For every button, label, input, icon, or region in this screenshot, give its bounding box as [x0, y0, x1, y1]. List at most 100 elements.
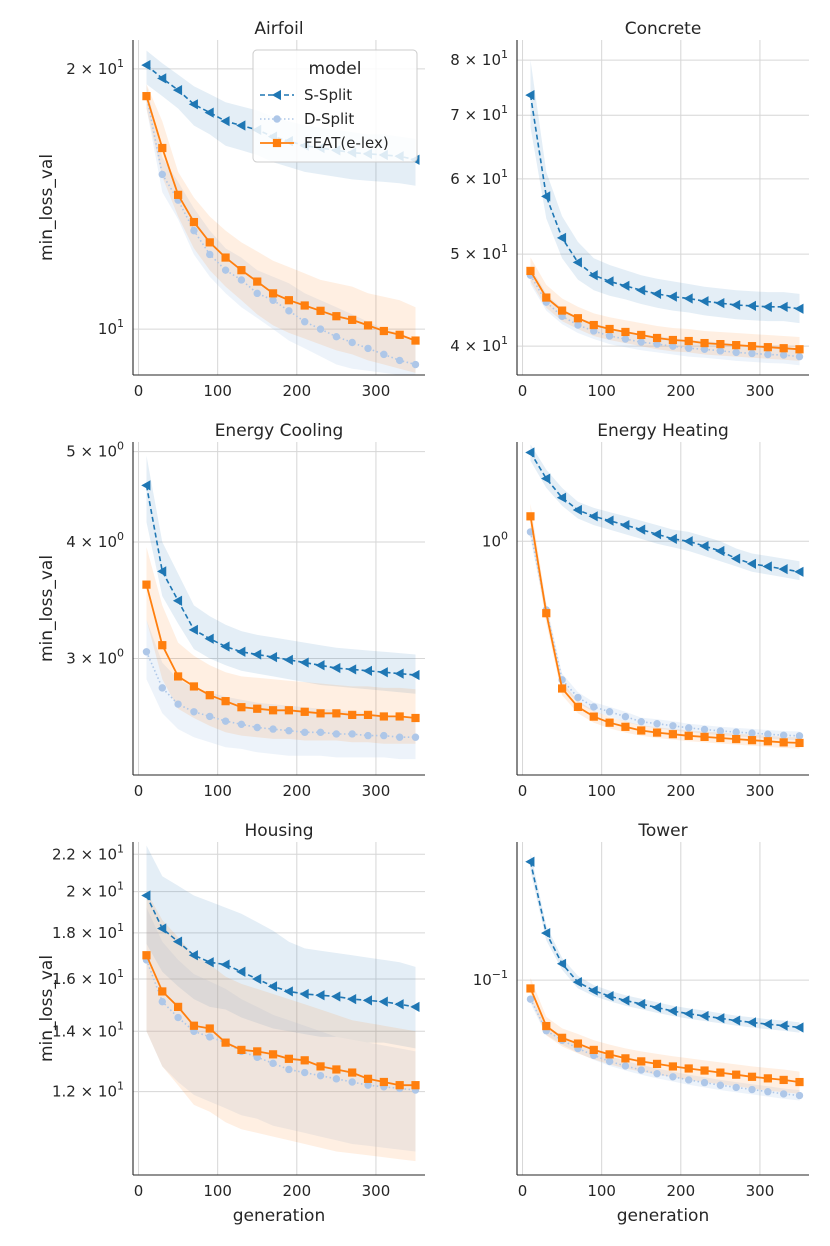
data-point: [605, 708, 614, 716]
data-point: [683, 1008, 693, 1019]
data-point: [221, 717, 230, 725]
data-point: [220, 959, 230, 970]
data-point: [221, 697, 230, 706]
data-point: [363, 1074, 373, 1083]
data-point: [652, 1059, 662, 1068]
x-tick-label: 300: [746, 782, 775, 800]
band-feat-e-lex-: [146, 84, 416, 373]
data-point: [142, 648, 151, 656]
data-point: [526, 266, 535, 276]
series-feat-e-lex-: [526, 512, 804, 748]
data-point: [395, 1081, 404, 1090]
data-point: [285, 307, 293, 315]
data-point: [746, 1017, 757, 1028]
x-tick-label: 0: [134, 382, 144, 400]
data-point: [652, 333, 662, 343]
data-point: [748, 349, 756, 358]
data-point: [253, 723, 261, 732]
x-tick-label: 200: [282, 382, 311, 400]
data-point: [685, 724, 693, 732]
series-line: [145, 95, 416, 366]
data-point: [716, 727, 725, 735]
data-point: [526, 995, 535, 1003]
data-point: [716, 347, 725, 355]
data-point: [621, 712, 630, 721]
data-point: [142, 92, 151, 101]
data-point: [301, 1068, 309, 1077]
data-point: [300, 1056, 309, 1065]
data-point: [220, 116, 230, 127]
data-point: [395, 733, 404, 741]
data-point: [795, 345, 804, 354]
data-point: [794, 566, 804, 577]
data-point: [284, 296, 293, 305]
data-point: [316, 325, 325, 333]
data-point: [348, 338, 356, 347]
data-point: [763, 737, 772, 746]
data-point: [253, 704, 262, 713]
legend-marker: [271, 89, 281, 101]
data-point: [205, 691, 214, 700]
data-point: [620, 995, 630, 1006]
data-point: [747, 736, 757, 745]
x-tick-label: 300: [362, 382, 391, 400]
y-tick-label: 2 × 101: [66, 57, 124, 78]
data-point: [316, 709, 325, 718]
data-point: [715, 545, 725, 557]
data-point: [764, 1088, 772, 1096]
data-point: [621, 1062, 630, 1070]
x-tick-label: 0: [518, 782, 528, 800]
gridlines: [517, 40, 809, 375]
data-point: [588, 985, 598, 996]
series-s-split: [525, 447, 804, 577]
data-point: [541, 191, 551, 202]
data-point: [748, 729, 756, 737]
data-point: [699, 296, 709, 307]
data-point: [637, 330, 646, 340]
y-tick-label: 1.2 × 101: [52, 1080, 124, 1101]
data-point: [605, 324, 614, 334]
data-point: [284, 706, 293, 715]
data-point: [332, 333, 341, 341]
data-point: [284, 1054, 293, 1063]
x-tick-label: 200: [282, 1182, 311, 1200]
data-point: [573, 1039, 583, 1048]
panel-title: Airfoil: [254, 19, 303, 39]
band-d-split: [146, 619, 416, 760]
band-s-split: [146, 845, 416, 1049]
data-point: [348, 315, 357, 324]
panel-title: Energy Cooling: [215, 421, 344, 441]
data-point: [572, 257, 582, 268]
data-point: [764, 730, 772, 738]
series-feat-e-lex-: [142, 580, 420, 723]
data-point: [188, 950, 198, 961]
data-point: [346, 993, 357, 1005]
data-point: [732, 1083, 740, 1092]
data-point: [206, 712, 214, 721]
data-point: [253, 1047, 262, 1056]
panel-housing: 0 100 200 300 2.2 × 101 2 × 101 1.8 × 101 1.6 ×…: [37, 821, 425, 1226]
data-point: [378, 667, 388, 678]
data-point: [699, 1010, 709, 1022]
data-point: [220, 641, 230, 652]
data-point: [189, 217, 199, 227]
y-tick-label: 101: [98, 317, 124, 338]
data-point: [667, 533, 677, 544]
data-point: [762, 301, 772, 312]
series-line: [529, 861, 800, 1029]
data-point: [299, 657, 309, 668]
x-tick-label: 100: [587, 382, 616, 400]
data-point: [684, 336, 693, 346]
data-point: [188, 624, 198, 635]
data-point: [301, 317, 309, 326]
data-point: [653, 720, 661, 728]
data-point: [542, 1021, 551, 1031]
data-point: [206, 1033, 214, 1041]
data-point: [700, 1066, 709, 1075]
legend-label: D-Split: [304, 110, 354, 128]
series-line: [529, 516, 800, 744]
data-point: [716, 340, 725, 349]
series-line: [529, 94, 800, 310]
data-point: [588, 511, 598, 522]
data-point: [637, 1057, 646, 1066]
